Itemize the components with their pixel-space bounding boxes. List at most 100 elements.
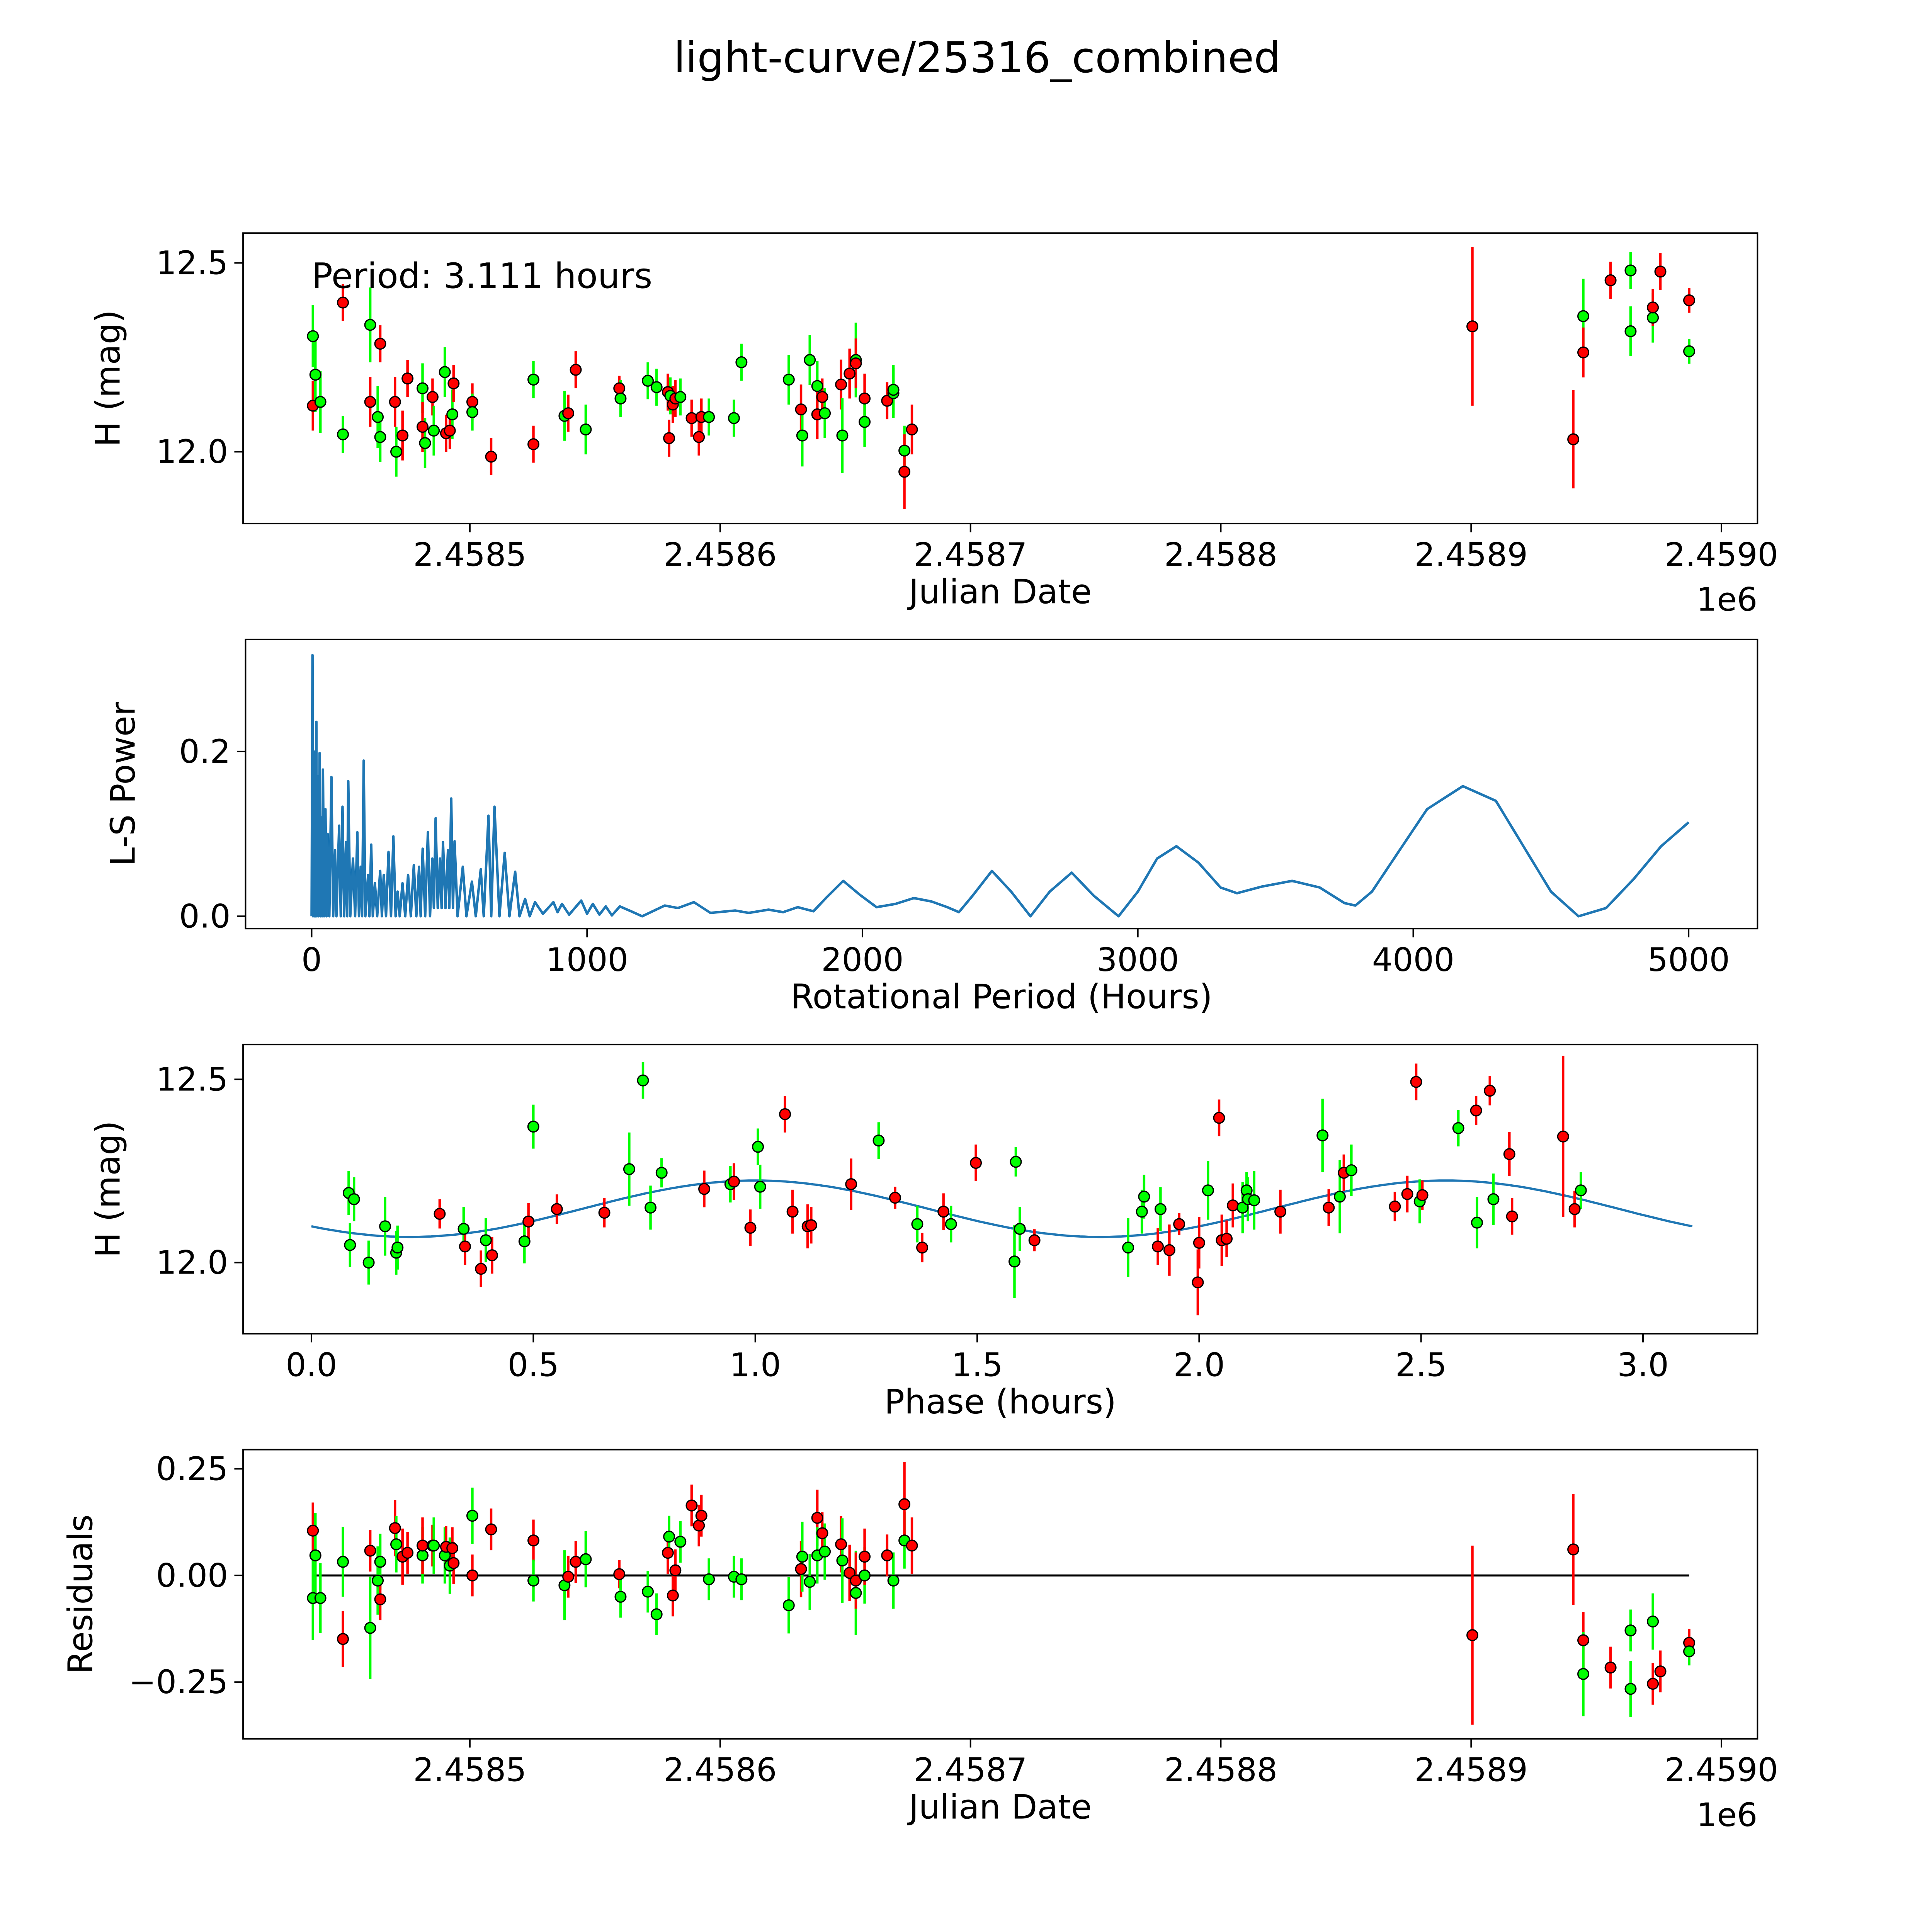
data-point-green	[703, 411, 715, 423]
x-tick-label: 3.0	[1617, 1346, 1668, 1384]
x-tick-label: 0.5	[508, 1346, 559, 1384]
data-point-red	[805, 1219, 817, 1231]
data-point-green	[428, 1539, 440, 1552]
data-point-green	[518, 1235, 531, 1248]
data-point-green	[642, 1585, 654, 1598]
y-axis-label: L-S Power	[103, 702, 143, 866]
data-point-red	[396, 429, 409, 442]
data-point-green	[819, 1545, 831, 1558]
data-point-green	[674, 1536, 687, 1548]
data-point-green	[374, 431, 386, 443]
data-point-red	[795, 1563, 807, 1575]
y-axis-label: Residuals	[61, 1514, 100, 1674]
data-point-green	[1014, 1223, 1026, 1235]
x-axis-label: Julian Date	[907, 1787, 1092, 1827]
data-point-green	[417, 382, 429, 395]
data-point-red	[364, 396, 376, 408]
y-tick-label: 12.0	[156, 433, 228, 471]
data-point-red	[850, 357, 862, 369]
y-tick-label: −0.25	[129, 1663, 228, 1701]
data-point-green	[527, 1575, 539, 1587]
x-tick-label: 1.0	[730, 1346, 781, 1384]
data-point-red	[1484, 1085, 1496, 1097]
data-point-red	[970, 1157, 982, 1169]
data-point-green	[614, 392, 627, 405]
data-point-red	[698, 1183, 711, 1195]
data-point-red	[1163, 1244, 1175, 1256]
data-point-green	[796, 1551, 808, 1563]
data-point-red	[881, 1549, 893, 1561]
data-point-red	[417, 1539, 429, 1552]
data-point-red	[844, 367, 856, 380]
data-point-red	[1506, 1210, 1518, 1223]
periodogram-line	[310, 654, 1690, 918]
x-tick-label: 2.4590	[1665, 1751, 1778, 1789]
data-point-green	[911, 1218, 923, 1230]
data-point-green	[811, 380, 823, 392]
data-point-red	[459, 1240, 471, 1253]
data-point-red	[570, 364, 582, 376]
data-point-red	[527, 438, 539, 451]
data-point-red	[898, 1498, 911, 1510]
data-point-green	[836, 429, 849, 442]
data-point-red	[1323, 1201, 1335, 1214]
data-point-green	[735, 1573, 748, 1585]
data-point-green	[859, 1569, 871, 1582]
data-point-red	[364, 1544, 376, 1557]
data-point-green	[1136, 1206, 1148, 1218]
data-point-green	[782, 1599, 795, 1611]
data-point-green	[650, 1608, 663, 1621]
plot-area	[307, 247, 1696, 509]
data-point-red	[816, 391, 828, 403]
data-point-red	[667, 1589, 679, 1602]
data-point-green	[527, 373, 539, 386]
x-axis-label: Julian Date	[907, 572, 1092, 611]
data-point-green	[390, 446, 402, 458]
y-tick-label: 0.00	[156, 1556, 228, 1594]
data-point-red	[816, 1527, 828, 1539]
data-point-green	[836, 1554, 849, 1567]
data-point-red	[1568, 1203, 1581, 1215]
axes-frame	[242, 232, 1759, 524]
data-point-red	[1604, 1662, 1617, 1674]
data-point-green	[1487, 1193, 1500, 1205]
subplots: 2.4585 2.4586 2.4587 2.4588 2.4589 2.4590 12.0…	[61, 232, 1778, 1834]
data-point-green	[580, 423, 592, 435]
data-point-red	[1401, 1188, 1413, 1200]
data-point-red	[446, 1542, 459, 1554]
data-point-red	[562, 1571, 575, 1583]
data-point-red	[1466, 320, 1478, 333]
data-point-green	[307, 330, 319, 342]
data-point-red	[906, 423, 918, 435]
x-tick-label: 4000	[1372, 941, 1454, 979]
data-point-red	[937, 1206, 950, 1218]
data-point-green	[898, 444, 911, 457]
data-point-red	[662, 1547, 674, 1559]
data-point-green	[372, 1575, 384, 1587]
y-tick-label: 0.0	[179, 897, 230, 935]
data-point-green	[1575, 1184, 1587, 1197]
data-point-red	[401, 372, 414, 385]
data-point-green	[419, 437, 431, 449]
axes-frame	[242, 1044, 1759, 1335]
x-tick-label: 2.4587	[914, 536, 1027, 574]
figure-title: light-curve/25316_combined	[673, 33, 1281, 82]
data-point-green	[1138, 1190, 1150, 1203]
data-point-red	[1192, 1276, 1204, 1289]
data-point-green	[1624, 325, 1637, 337]
x-tick-label: 2.4588	[1164, 1751, 1277, 1789]
x-tick-label: 0	[301, 941, 322, 979]
x-tick-label: 3000	[1097, 941, 1179, 979]
data-point-red	[434, 1208, 446, 1220]
axes-frame	[245, 638, 1759, 930]
periodogram-plot: 0 1000 2000 3000 4000 5000 0.0 0.2 Rotational Pe…	[103, 638, 1759, 1017]
y-tick-label: 12.0	[156, 1244, 228, 1282]
data-point-green	[645, 1201, 657, 1214]
data-point-red	[850, 1575, 862, 1587]
data-point-red	[1647, 301, 1659, 314]
data-point-red	[835, 378, 847, 391]
data-point-green	[1624, 1683, 1637, 1695]
data-point-green	[344, 1239, 356, 1251]
data-point-red	[1557, 1130, 1569, 1143]
